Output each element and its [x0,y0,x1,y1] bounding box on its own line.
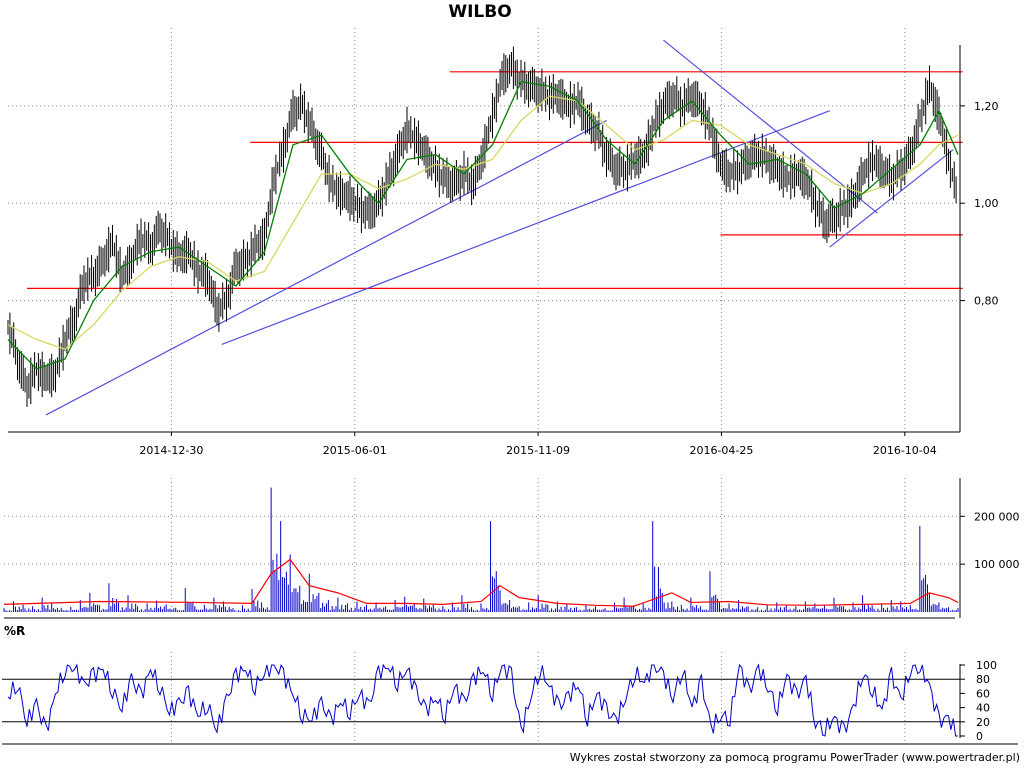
y-tick-label: 0 [976,730,983,743]
trendline [663,39,878,214]
trendline [45,119,607,416]
trendline [829,149,954,248]
y-tick-label: 60 [976,687,990,700]
y-tick-label: 1,20 [974,100,999,113]
y-tick-label: 40 [976,702,990,715]
footer-credit: Wykres został stworzony za pomocą progra… [569,751,1020,764]
trendline [221,110,830,345]
y-tick-label: 20 [976,716,990,729]
x-tick-label: 2016-10-04 [873,444,937,457]
y-tick-label: 1,00 [974,197,999,210]
x-tick-label: 2016-04-25 [689,444,753,457]
x-tick-label: 2014-12-30 [139,444,203,457]
y-tick-label: 0,80 [974,295,999,308]
williams-r-line [7,663,958,737]
y-tick-label: 80 [976,673,990,686]
moving-average-short [7,80,959,370]
chart-title: WILBO [448,2,512,22]
volume-chart: 100 000 200 000 [3,478,1020,619]
moving-average-long [7,95,959,350]
price-chart: 2014-12-30 2015-06-01 2015-11-09 2016-04-25… [7,28,999,457]
volume-average-line [3,558,959,607]
y-tick-label: 100 000 [974,558,1020,571]
y-tick-label: 100 [976,659,997,672]
x-tick-label: 2015-11-09 [506,444,570,457]
rsi-panel-label: %R [4,624,26,638]
x-tick-label: 2015-06-01 [323,444,387,457]
y-tick-label: 200 000 [974,510,1020,523]
